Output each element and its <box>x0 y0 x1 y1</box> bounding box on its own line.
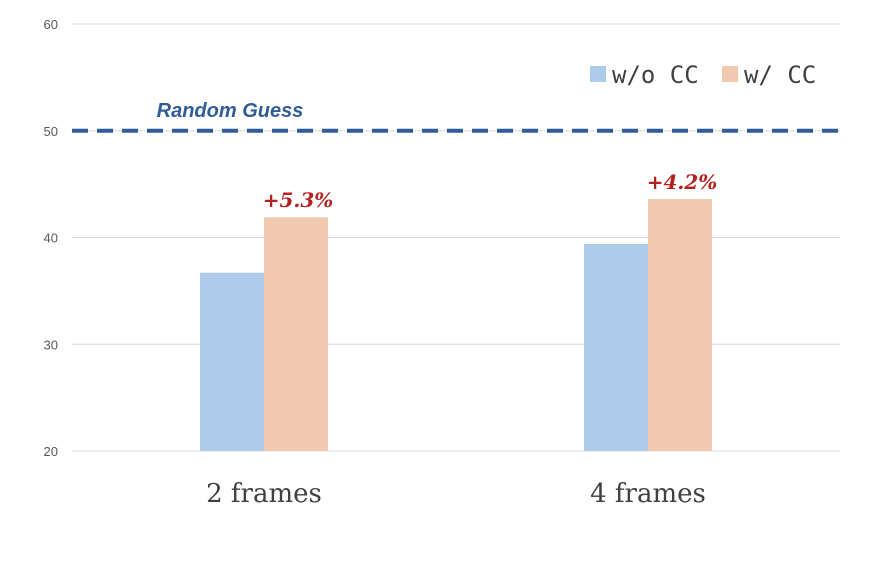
legend-label-wo-cc: w/o CC <box>612 61 699 89</box>
bars <box>200 199 712 451</box>
x-category-label: 2 frames <box>206 479 322 509</box>
legend-swatch-wo-cc <box>590 66 606 82</box>
y-tick-label-60: 60 <box>44 17 58 32</box>
y-axis-ticks: 20 30 40 50 60 <box>44 17 58 459</box>
improvement-annotation: +4.2% <box>647 170 718 194</box>
random-guess-label: Random Guess <box>157 100 304 122</box>
bar-4-frames-w-cc <box>648 199 712 451</box>
bar-2-frames-w-cc <box>264 217 328 451</box>
x-category-label: 4 frames <box>590 479 706 509</box>
y-tick-label-20: 20 <box>44 444 58 459</box>
bar-4-frames-wo-cc <box>584 243 648 451</box>
gridlines <box>72 23 840 452</box>
y-tick-label-30: 30 <box>44 337 58 352</box>
y-tick-label-40: 40 <box>44 231 58 246</box>
bar-2-frames-wo-cc <box>200 272 264 451</box>
legend-swatch-w-cc <box>722 66 738 82</box>
legend-label-w-cc: w/ CC <box>744 61 816 89</box>
x-axis-categories: 2 frames 4 frames <box>206 479 706 509</box>
annotations: +5.3% +4.2% <box>263 170 718 212</box>
reference-line-group: Random Guess <box>72 100 840 133</box>
legend: w/o CC w/ CC <box>590 61 816 89</box>
improvement-annotation: +5.3% <box>263 188 334 212</box>
y-tick-label-50: 50 <box>44 124 58 139</box>
